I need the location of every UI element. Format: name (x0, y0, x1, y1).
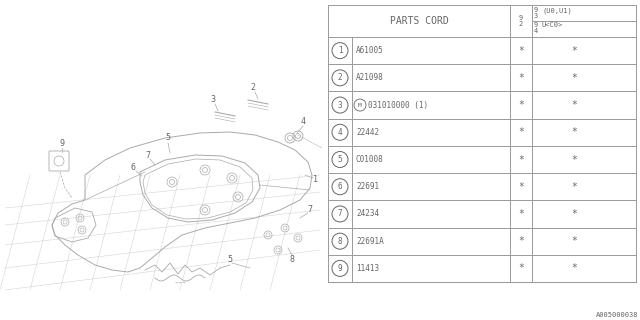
Text: *: * (518, 155, 524, 164)
Text: 22691: 22691 (356, 182, 379, 191)
Text: 11413: 11413 (356, 264, 379, 273)
Text: *: * (518, 236, 524, 246)
Text: 5: 5 (338, 155, 342, 164)
Text: *: * (571, 182, 577, 192)
Text: PARTS CORD: PARTS CORD (390, 16, 449, 26)
Text: 22691A: 22691A (356, 237, 384, 246)
Text: *: * (571, 155, 577, 164)
Text: 22442: 22442 (356, 128, 379, 137)
Text: *: * (571, 73, 577, 83)
Text: 9: 9 (338, 264, 342, 273)
Text: 9: 9 (60, 139, 65, 148)
Text: *: * (571, 127, 577, 137)
Text: *: * (571, 236, 577, 246)
Text: 7: 7 (145, 150, 150, 159)
Text: 9: 9 (534, 7, 538, 13)
Text: 9: 9 (534, 22, 538, 28)
Text: *: * (518, 209, 524, 219)
Text: A005000038: A005000038 (595, 312, 638, 318)
Text: 4: 4 (338, 128, 342, 137)
Text: 8: 8 (338, 237, 342, 246)
Text: 6: 6 (131, 164, 136, 172)
Text: 031010000 (1): 031010000 (1) (368, 100, 428, 109)
Text: 1: 1 (338, 46, 342, 55)
Text: 2: 2 (250, 84, 255, 92)
Text: 3: 3 (338, 100, 342, 109)
Text: U<C0>: U<C0> (542, 22, 563, 28)
Text: 7: 7 (307, 205, 312, 214)
Text: 9
2: 9 2 (519, 15, 523, 27)
Text: *: * (518, 182, 524, 192)
Text: M: M (358, 102, 362, 108)
Text: 8: 8 (289, 255, 294, 265)
Text: C01008: C01008 (356, 155, 384, 164)
Text: 4: 4 (301, 117, 305, 126)
Text: A21098: A21098 (356, 73, 384, 82)
Text: *: * (518, 100, 524, 110)
Text: *: * (518, 263, 524, 273)
Text: A61005: A61005 (356, 46, 384, 55)
Text: 3: 3 (211, 95, 216, 105)
Text: 6: 6 (338, 182, 342, 191)
Text: (U0,U1): (U0,U1) (542, 7, 572, 13)
Text: 3: 3 (534, 13, 538, 19)
Text: 1: 1 (312, 175, 317, 185)
Text: *: * (571, 209, 577, 219)
Text: *: * (571, 100, 577, 110)
Text: 7: 7 (338, 210, 342, 219)
Text: 5: 5 (166, 133, 170, 142)
Text: 5: 5 (227, 255, 232, 265)
Text: 24234: 24234 (356, 210, 379, 219)
Text: 2: 2 (338, 73, 342, 82)
Bar (328, 5, 636, 282)
Text: 4: 4 (534, 28, 538, 34)
Text: *: * (518, 73, 524, 83)
Text: *: * (518, 46, 524, 56)
Text: *: * (571, 46, 577, 56)
Text: *: * (518, 127, 524, 137)
Text: *: * (571, 263, 577, 273)
